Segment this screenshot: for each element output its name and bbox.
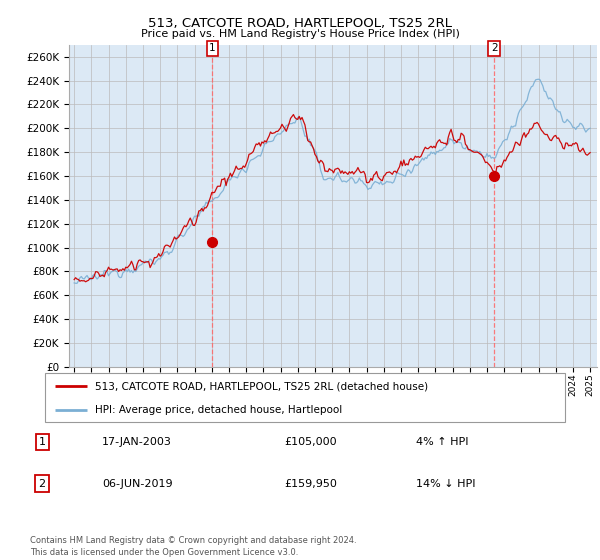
Text: £159,950: £159,950 xyxy=(284,479,337,488)
Text: 513, CATCOTE ROAD, HARTLEPOOL, TS25 2RL: 513, CATCOTE ROAD, HARTLEPOOL, TS25 2RL xyxy=(148,17,452,30)
Text: £105,000: £105,000 xyxy=(284,437,337,447)
Text: Contains HM Land Registry data © Crown copyright and database right 2024.
This d: Contains HM Land Registry data © Crown c… xyxy=(30,536,356,557)
Text: 2: 2 xyxy=(38,479,46,488)
Text: 1: 1 xyxy=(209,43,216,53)
Text: 06-JUN-2019: 06-JUN-2019 xyxy=(102,479,172,488)
Text: 513, CATCOTE ROAD, HARTLEPOOL, TS25 2RL (detached house): 513, CATCOTE ROAD, HARTLEPOOL, TS25 2RL … xyxy=(95,381,428,391)
Text: 4% ↑ HPI: 4% ↑ HPI xyxy=(416,437,469,447)
Text: 17-JAN-2003: 17-JAN-2003 xyxy=(102,437,172,447)
Text: Price paid vs. HM Land Registry's House Price Index (HPI): Price paid vs. HM Land Registry's House … xyxy=(140,29,460,39)
FancyBboxPatch shape xyxy=(44,374,565,422)
Text: HPI: Average price, detached house, Hartlepool: HPI: Average price, detached house, Hart… xyxy=(95,405,342,415)
Text: 1: 1 xyxy=(38,437,46,447)
Text: 14% ↓ HPI: 14% ↓ HPI xyxy=(416,479,476,488)
Text: 2: 2 xyxy=(491,43,497,53)
